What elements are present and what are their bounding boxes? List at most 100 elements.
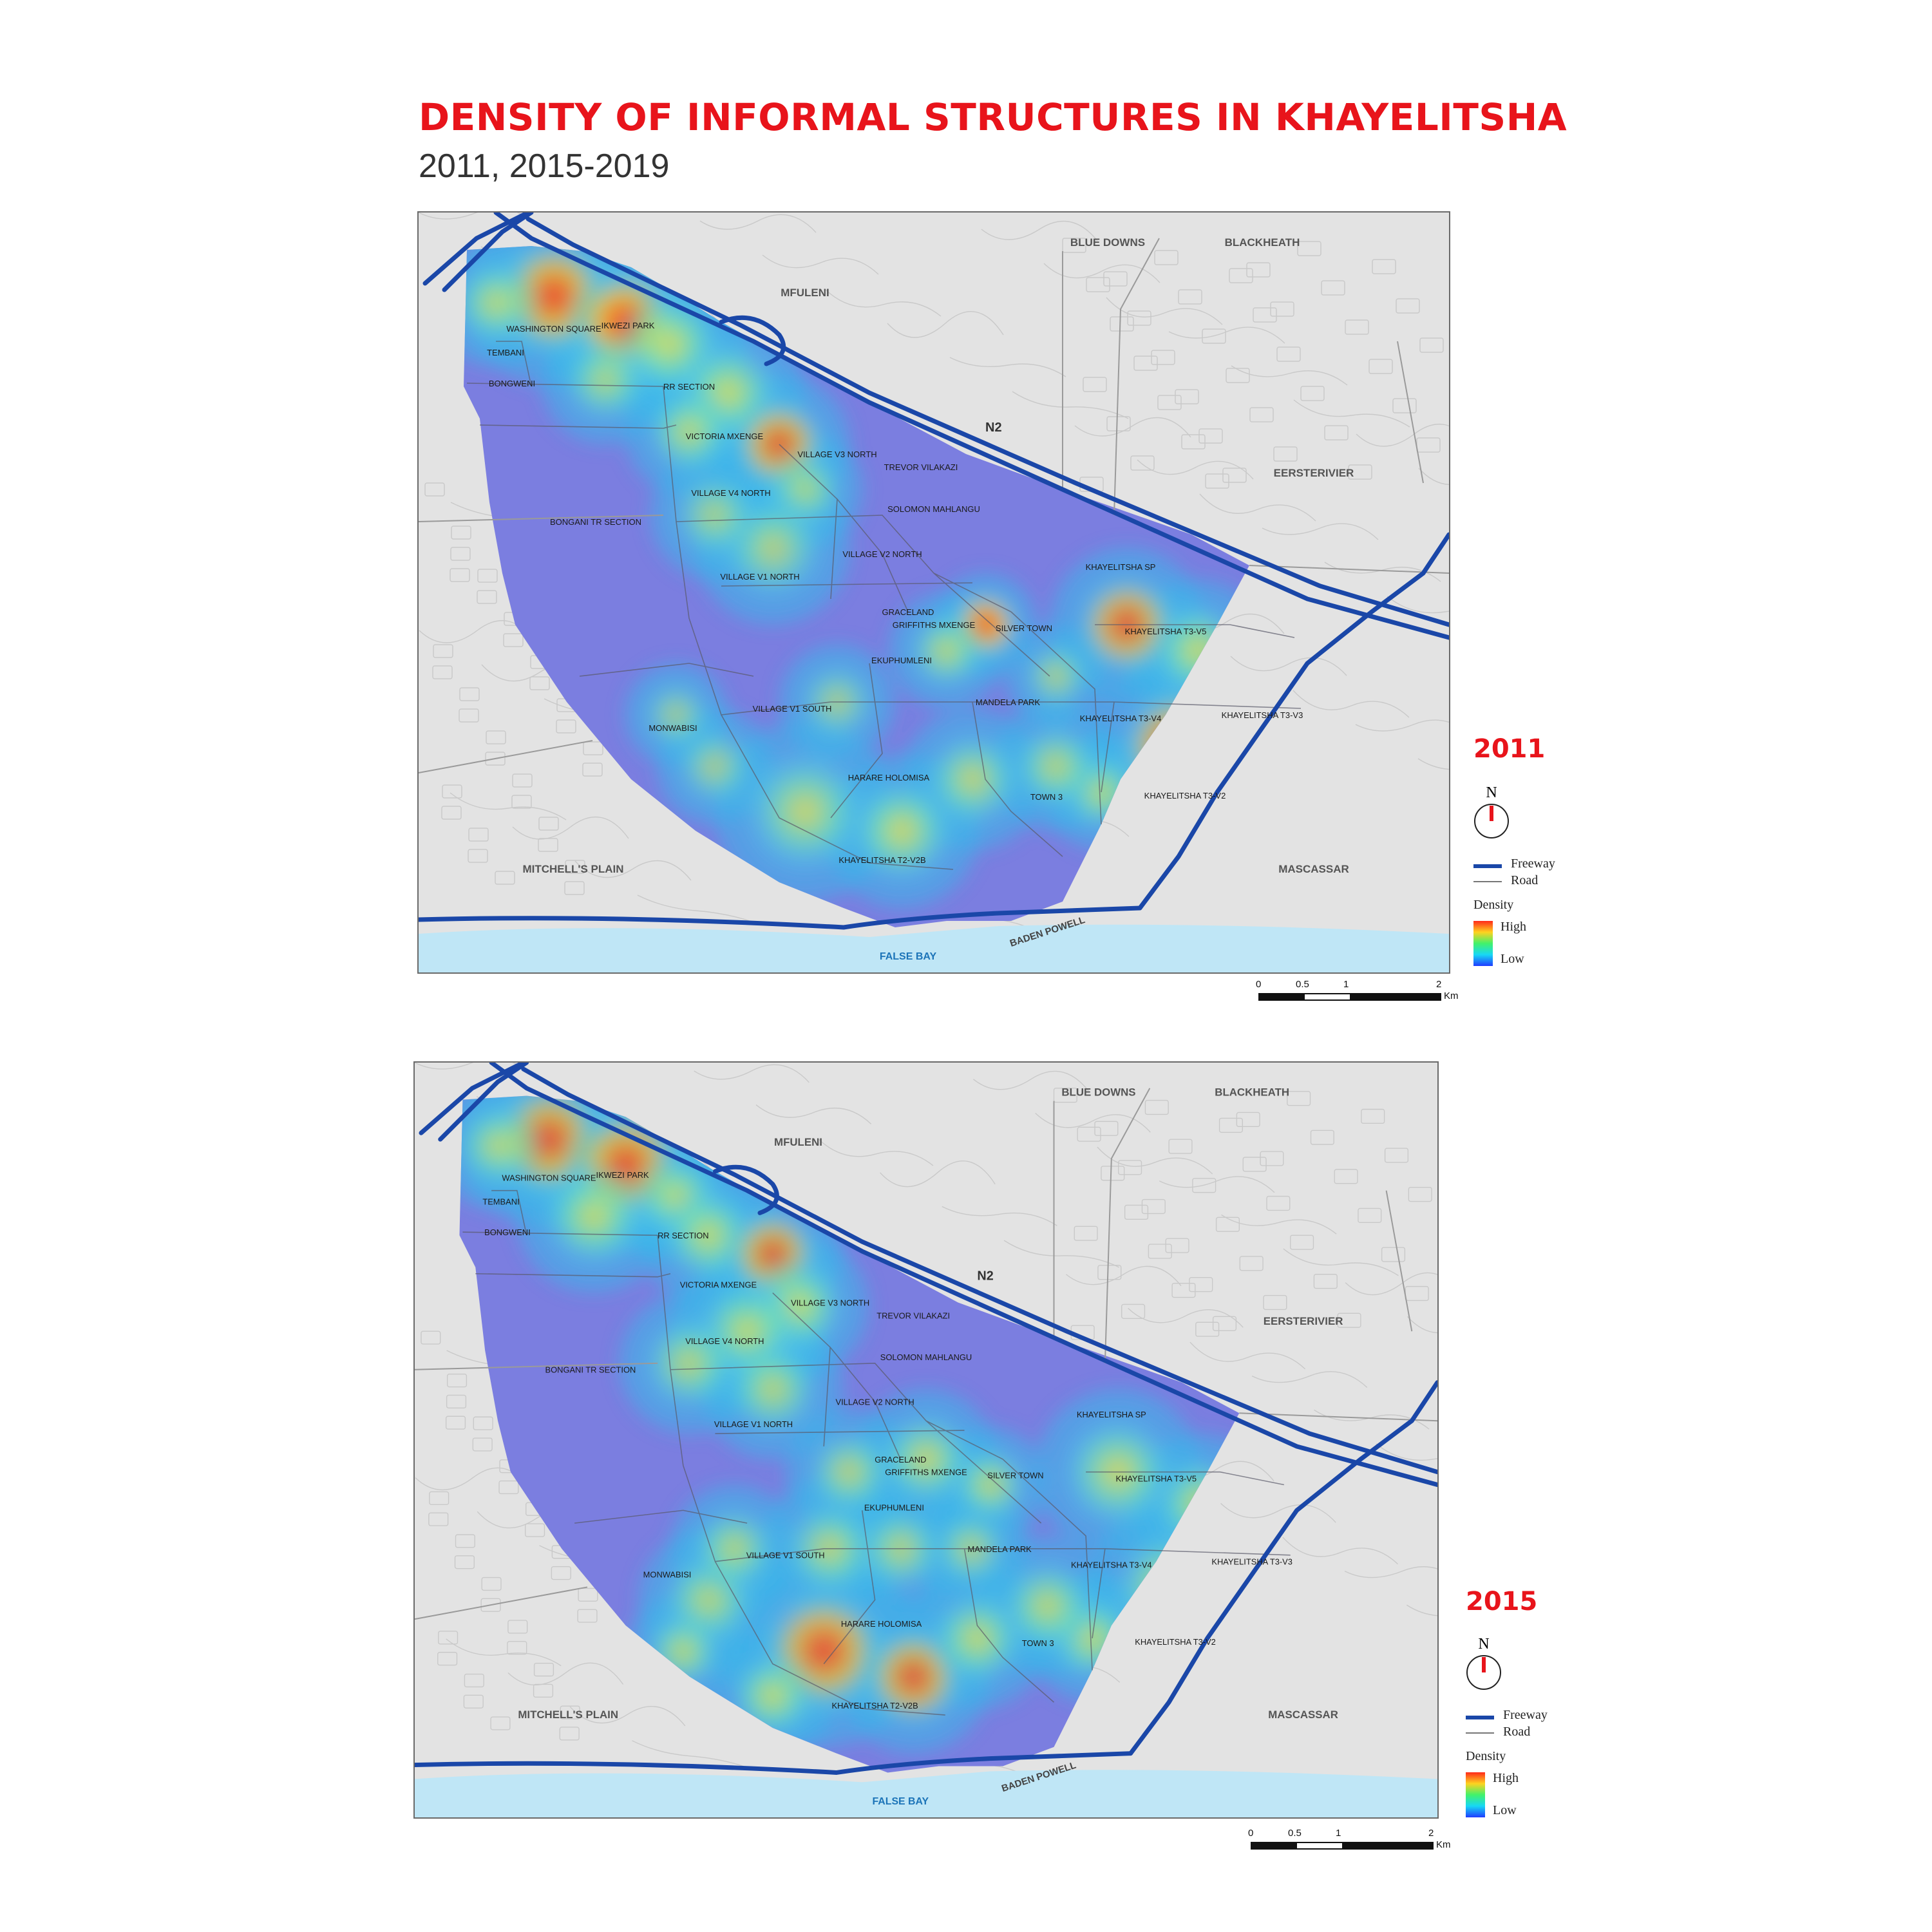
place-label: MASCASSAR [1278, 863, 1349, 875]
density-hotspot [464, 256, 543, 350]
density-hotspot [996, 1555, 1099, 1658]
water-label: FALSE BAY [880, 951, 937, 962]
density-map-2015: BLUE DOWNS BLACKHEATH MFULENI EERSTERIVIER M… [415, 1063, 1437, 1817]
section-label: EKUPHUMLENI [871, 656, 932, 665]
section-label: KHAYELITSHA T3-V5 [1116, 1474, 1197, 1484]
map-labels: BLUE DOWNS BLACKHEATH MFULENI EERSTERIVIER M… [487, 236, 1354, 962]
section-label: KHAYELITSHA T3-V5 [1125, 627, 1207, 636]
section-label: KHAYELITSHA T3-V4 [1080, 714, 1162, 723]
scale-tick-05: 0.5 [1296, 979, 1309, 990]
section-label: HARARE HOLOMISA [841, 1619, 922, 1629]
density-hotspot [904, 608, 989, 693]
section-label: SILVER TOWN [987, 1471, 1043, 1481]
section-label: KHAYELITSHA T2-V2B [838, 855, 925, 865]
section-label: KHAYELITSHA T3-V4 [1071, 1560, 1152, 1570]
legend-low-label: Low [1493, 1803, 1517, 1817]
scale-bar: 0 0.5 1 2 Km [1256, 979, 1462, 1011]
section-label: GRACELAND [882, 607, 934, 617]
roads [415, 1088, 1437, 1620]
section-label: VILLAGE V1 NORTH [720, 572, 799, 582]
place-label: BLACKHEATH [1225, 236, 1300, 249]
section-label: TREVOR VILAKAZI [884, 462, 958, 472]
page-title: DENSITY OF INFORMAL STRUCTURES IN KHAYEL… [419, 95, 1567, 139]
section-label: TEMBANI [482, 1197, 519, 1206]
density-gradient-swatch [1466, 1772, 1485, 1817]
section-label: VILLAGE V3 NORTH [791, 1298, 869, 1307]
section-label: SILVER TOWN [996, 623, 1052, 633]
section-boundaries [462, 1189, 1291, 1716]
density-hotspot [1019, 639, 1094, 714]
section-label: VICTORIA MXENGE [686, 431, 764, 441]
density-map-2011: BLUE DOWNS BLACKHEATH MFULENI EERSTERIVIER M… [419, 213, 1449, 972]
section-label: VILLAGE V4 NORTH [691, 488, 770, 498]
section-label: BONGWENI [489, 379, 535, 388]
section-label: GRACELAND [875, 1455, 926, 1464]
section-label: GRIFFITHS MXENGE [885, 1468, 967, 1477]
freeway-swatch [1466, 1716, 1494, 1719]
legend-density-label: Density [1473, 898, 1514, 912]
section-label: MONWABISI [649, 723, 697, 733]
section-label: MANDELA PARK [976, 697, 1041, 707]
compass-icon [1474, 804, 1509, 838]
density-gradient-swatch [1473, 921, 1493, 966]
road-swatch [1466, 1732, 1494, 1734]
place-label: MITCHELL'S PLAIN [522, 863, 623, 875]
north-label: N [1478, 1636, 1490, 1653]
map-panel-2011: BLUE DOWNS BLACKHEATH MFULENI EERSTERIVIER M… [417, 211, 1450, 974]
legend-high-label: High [1501, 920, 1526, 934]
scale-tick-2: 2 [1428, 1828, 1434, 1839]
map-legend: Freeway Road Density High Low [1466, 1708, 1582, 1830]
section-label: TOWN 3 [1030, 792, 1063, 802]
legend-low-label: Low [1501, 952, 1524, 966]
density-hotspot [688, 1502, 781, 1595]
place-label: MFULENI [774, 1136, 822, 1148]
section-label: WASHINGTON SQUARE [506, 324, 601, 334]
section-label: VILLAGE V1 SOUTH [746, 1551, 825, 1560]
scale-tick-1: 1 [1336, 1828, 1341, 1839]
legend-freeway-label: Freeway [1503, 1708, 1548, 1722]
scale-bar: 0 0.5 1 2 Km [1248, 1828, 1454, 1860]
place-label: MFULENI [781, 287, 829, 299]
section-label: HARARE HOLOMISA [848, 773, 930, 782]
scale-tick-1: 1 [1343, 979, 1349, 990]
scale-tick-2: 2 [1436, 979, 1442, 990]
place-label: BLACKHEATH [1215, 1086, 1289, 1099]
section-label: MONWABISI [643, 1570, 692, 1580]
section-label: KHAYELITSHA SP [1077, 1410, 1146, 1419]
place-label: BLUE DOWNS [1070, 236, 1145, 249]
section-label: GRIFFITHS MXENGE [893, 620, 976, 630]
density-hotspot [459, 1099, 544, 1193]
scale-bar-graphic [1258, 993, 1441, 1001]
density-hotspot [739, 746, 871, 877]
freeways [419, 213, 1449, 930]
north-arrow: N [1464, 1636, 1510, 1695]
density-hotspot [721, 1338, 824, 1440]
density-hotspot [558, 333, 652, 427]
scale-unit: Km [1444, 990, 1459, 1001]
false-bay-water [419, 924, 1449, 972]
road-label: N2 [985, 421, 1002, 435]
map-year-label: 2015 [1466, 1587, 1538, 1616]
map-year-label: 2011 [1473, 734, 1546, 764]
density-hotspot [638, 1312, 741, 1415]
false-bay-water [415, 1770, 1437, 1817]
section-label: VILLAGE V3 NORTH [797, 450, 876, 459]
section-label: TOWN 3 [1022, 1638, 1054, 1648]
section-label: VILLAGE V2 NORTH [842, 549, 922, 559]
scale-tick-0: 0 [1248, 1828, 1254, 1839]
section-label: RR SECTION [658, 1231, 708, 1240]
road-swatch [1473, 881, 1502, 882]
legend-high-label: High [1493, 1771, 1519, 1785]
place-label: EERSTERIVIER [1264, 1315, 1343, 1327]
page-subtitle: 2011, 2015-2019 [419, 147, 670, 185]
place-label: MITCHELL'S PLAIN [518, 1709, 618, 1721]
section-label: BONGANI TR SECTION [550, 517, 641, 527]
section-label: VILLAGE V1 NORTH [714, 1419, 793, 1429]
compass-icon [1466, 1655, 1501, 1690]
density-hotspot [639, 677, 714, 752]
section-label: WASHINGTON SQUARE [502, 1173, 596, 1183]
density-hotspot [948, 1443, 1032, 1527]
legend-road-label: Road [1503, 1725, 1531, 1739]
legend-density-label: Density [1466, 1749, 1506, 1763]
scale-unit: Km [1436, 1839, 1451, 1850]
